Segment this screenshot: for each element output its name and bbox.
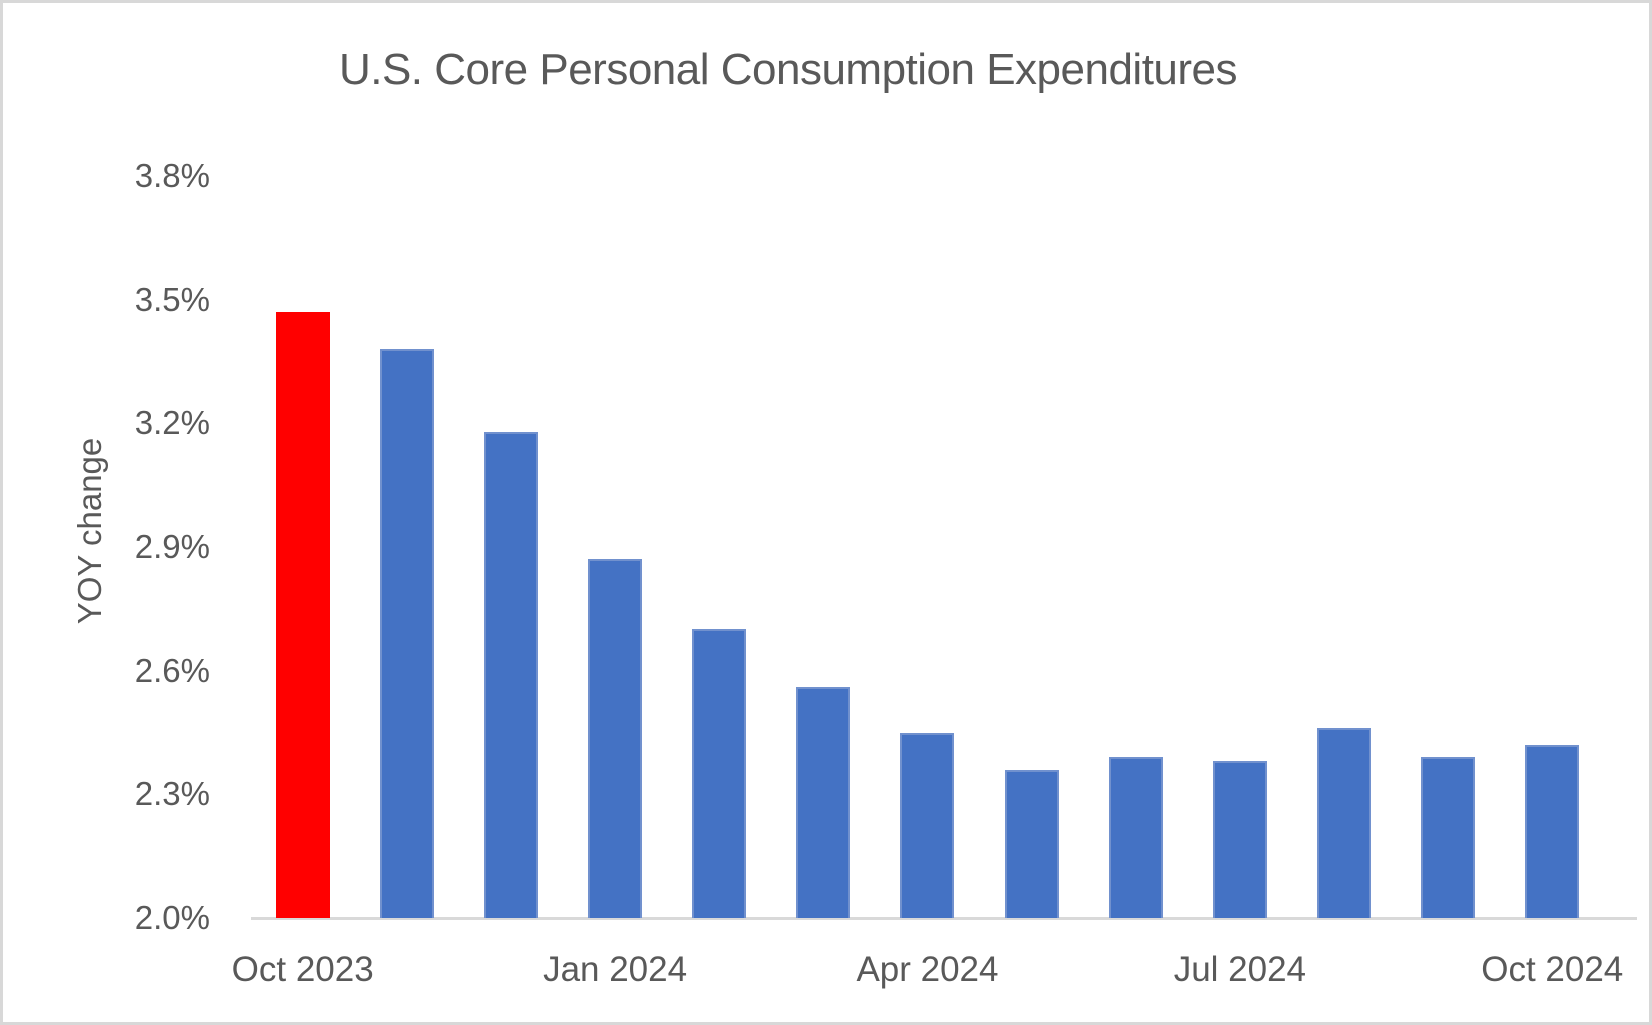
x-tick-label: Jan 2024: [543, 950, 688, 989]
y-tick-label: 2.0%: [134, 899, 210, 936]
y-tick-label: 3.8%: [134, 157, 210, 194]
bar: [692, 629, 747, 918]
bar: [1421, 757, 1476, 918]
bar: [900, 732, 955, 918]
bar: [1212, 761, 1267, 918]
bar: [588, 559, 643, 918]
bar: [1525, 744, 1580, 918]
y-tick-label: 3.5%: [134, 280, 210, 318]
x-tick-label: Jul 2024: [1173, 950, 1307, 989]
bar: [796, 687, 851, 918]
bar: [379, 349, 434, 918]
y-tick-label: 2.9%: [134, 528, 210, 565]
y-tick-label: 3.2%: [134, 404, 210, 442]
highlighted-bar: [275, 312, 330, 918]
bar: [1108, 757, 1163, 918]
x-tick-label: Apr 2024: [856, 950, 999, 989]
bar: [1004, 769, 1059, 918]
bar: [483, 431, 538, 918]
x-axis-line: [251, 917, 1637, 920]
bar: [1317, 728, 1371, 918]
x-tick-label: Oct 2024: [1481, 950, 1624, 989]
y-tick-label: 2.6%: [134, 651, 210, 689]
chart-title: U.S. Core Personal Consumption Expenditu…: [338, 45, 1238, 94]
x-tick-label: Oct 2023: [231, 950, 374, 989]
y-tick-label: 2.3%: [134, 775, 210, 813]
